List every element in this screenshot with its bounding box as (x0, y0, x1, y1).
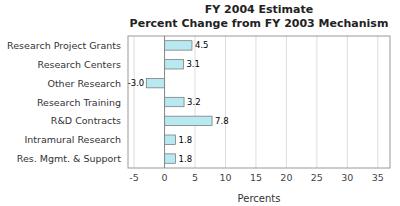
data-label: 3.1 (186, 59, 200, 69)
x-tick-label: 0 (162, 172, 168, 183)
x-tick-label: -5 (129, 172, 138, 183)
category-label: Research Centers (37, 59, 121, 70)
x-tick-label: 15 (250, 172, 262, 183)
zero-line (164, 36, 165, 168)
data-label: 1.8 (179, 154, 193, 164)
x-axis-label: Percents (238, 193, 281, 204)
bar (165, 60, 184, 69)
data-label: 7.8 (215, 116, 229, 126)
x-tick-label: 25 (311, 172, 323, 183)
category-label: Research Training (37, 97, 121, 108)
grid-line (316, 36, 317, 168)
grid-line (255, 36, 256, 168)
data-label: 3.2 (187, 97, 201, 107)
bar (146, 78, 164, 87)
data-label: 1.8 (179, 135, 193, 145)
grid (134, 36, 378, 168)
x-tick-label: 10 (219, 172, 231, 183)
x-tick-label: 20 (280, 172, 292, 183)
subtitle: Percent Change from FY 2003 Mechanism (130, 17, 389, 30)
grid-line (134, 36, 135, 168)
grid-line (377, 36, 378, 168)
category-label: Intramural Research (24, 134, 121, 145)
category-label: Res. Mgmt. & Support (17, 153, 122, 164)
bar (165, 41, 192, 50)
grid-line (164, 36, 165, 168)
grid-line (347, 36, 348, 168)
bars (146, 41, 212, 164)
plot-frame (128, 36, 390, 168)
x-tick-label: 30 (341, 172, 353, 183)
x-tick-label: 5 (192, 172, 198, 183)
category-label: Other Research (47, 78, 121, 89)
title: FY 2004 Estimate (205, 3, 313, 16)
data-label: -3.0 (128, 78, 145, 88)
category-label: Research Project Grants (7, 40, 121, 51)
data-label: 4.5 (195, 40, 209, 50)
x-tick-label: 35 (372, 172, 384, 183)
bar (165, 116, 213, 125)
chart: FY 2004 EstimatePercent Change from FY 2… (0, 0, 400, 206)
grid-line (225, 36, 226, 168)
grid-line (286, 36, 287, 168)
bar (165, 97, 184, 106)
category-label: R&D Contracts (51, 115, 121, 126)
bar (165, 135, 176, 144)
bar (165, 154, 176, 163)
